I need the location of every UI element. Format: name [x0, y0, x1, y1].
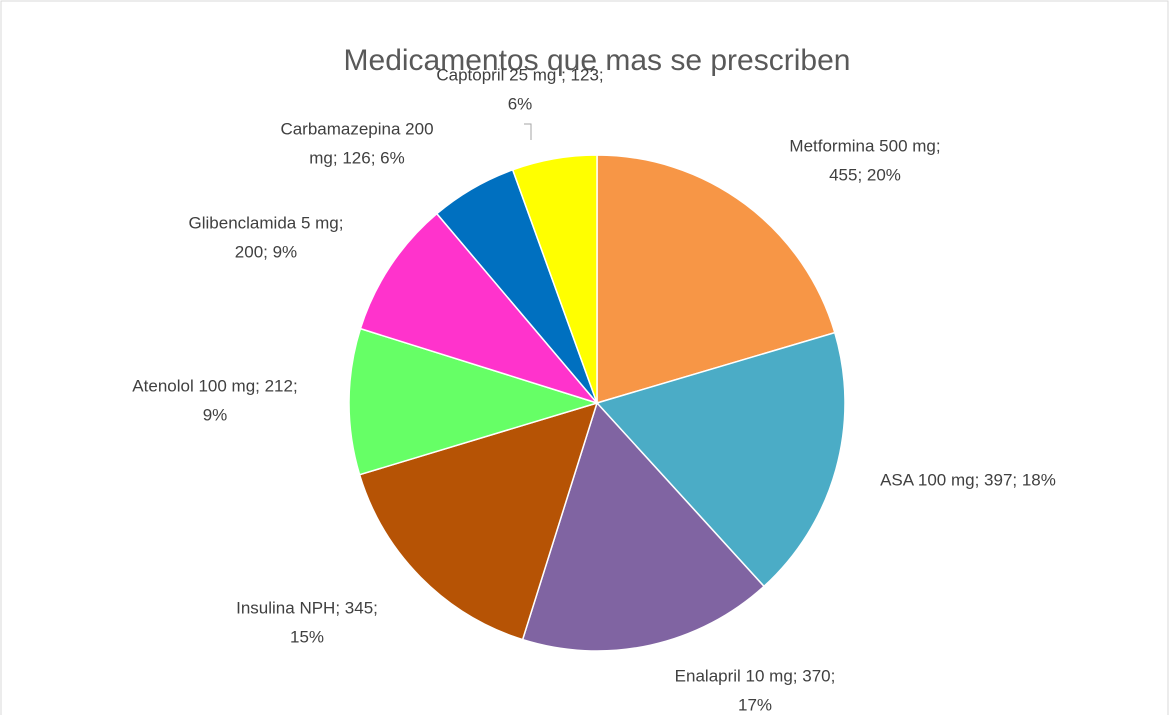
- data-label: Glibenclamida 5 mg;: [189, 213, 344, 232]
- pie-slice: [521, 401, 766, 652]
- data-label: 15%: [290, 627, 324, 646]
- data-label: Captopril 25 mg ; 123;: [436, 65, 603, 84]
- data-label: Enalapril 10 mg; 370;: [675, 666, 836, 685]
- data-label: Carbamazepina 200: [280, 119, 433, 138]
- data-label: 6%: [508, 94, 533, 113]
- leader-line: [524, 123, 532, 140]
- pie-slice: [595, 331, 846, 588]
- data-label: mg; 126; 6%: [309, 148, 404, 167]
- data-label: Insulina NPH; 345;: [236, 598, 378, 617]
- data-label: 17%: [738, 695, 772, 714]
- pie-slice: [596, 154, 836, 405]
- pie-slice: [348, 327, 600, 476]
- pie-slice: [359, 212, 600, 405]
- data-label: 200; 9%: [235, 242, 297, 261]
- data-label: 9%: [203, 405, 228, 424]
- pie-slice: [511, 154, 598, 404]
- data-label: 455; 20%: [829, 165, 901, 184]
- pie-slice: [358, 401, 599, 641]
- chart-title: Medicamentos que mas se prescriben: [344, 44, 851, 77]
- data-label: ASA 100 mg; 397; 18%: [880, 470, 1056, 489]
- data-label: Atenolol 100 mg; 212;: [132, 376, 297, 395]
- data-label: Metformina 500 mg;: [789, 136, 940, 155]
